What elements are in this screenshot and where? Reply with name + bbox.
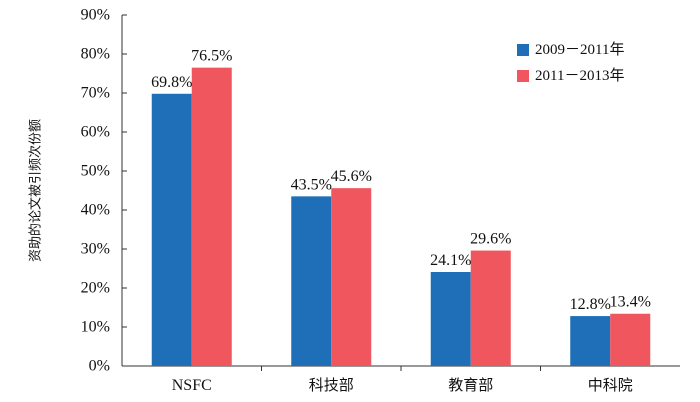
bars [151, 67, 651, 367]
y-tick-label: 80% [81, 46, 110, 63]
x-axis: NSFC 科技部 教育部 中科院 [122, 365, 680, 394]
legend-label: 2009－2011年 [535, 41, 624, 58]
y-axis-label: 资助的论文被引频次份额 [28, 119, 44, 262]
bar [470, 250, 511, 366]
y-axis: 0% 10% 20% 30% 40% 50% 60% 70% 80% 90% [81, 7, 127, 375]
y-tick-label: 90% [81, 7, 110, 24]
bar [430, 272, 471, 366]
x-category-label: NSFC [172, 377, 212, 394]
bar-data-label: 12.8% [570, 296, 611, 313]
bar-data-label: 76.5% [191, 48, 232, 65]
y-tick-label: 0% [89, 358, 110, 375]
bar [570, 316, 611, 366]
y-tick-label: 20% [81, 280, 110, 297]
bar-data-label: 13.4% [610, 294, 651, 311]
x-category-label: 教育部 [448, 376, 493, 394]
legend-label: 2011－2013年 [535, 67, 624, 84]
legend-swatch [517, 44, 529, 56]
y-tick-label: 10% [81, 319, 110, 336]
bar [610, 313, 651, 366]
bar-data-label: 45.6% [331, 168, 372, 185]
bar [151, 93, 192, 366]
y-tick-label: 50% [81, 163, 110, 180]
data-labels: 69.8% 76.5% 43.5%45.6% 24.1% 29.6% 12.8%13.4% [151, 48, 651, 313]
bar-data-label: 29.6% [470, 231, 511, 248]
y-tick-label: 70% [81, 85, 110, 102]
y-tick-label: 40% [81, 202, 110, 219]
legend: 2009－2011年 2011－2013年 [517, 41, 624, 84]
bar-data-label: 24.1% [430, 252, 471, 269]
legend-swatch [517, 70, 529, 82]
x-category-label: 科技部 [309, 376, 354, 394]
y-tick-label: 30% [81, 241, 110, 258]
bar [291, 196, 332, 366]
bar [331, 188, 372, 366]
bar [191, 67, 232, 367]
bar-data-label: 43.5% [291, 176, 332, 193]
bar-data-label: 69.8% [151, 74, 192, 91]
x-category-label: 中科院 [588, 376, 633, 394]
y-tick-label: 60% [81, 124, 110, 141]
